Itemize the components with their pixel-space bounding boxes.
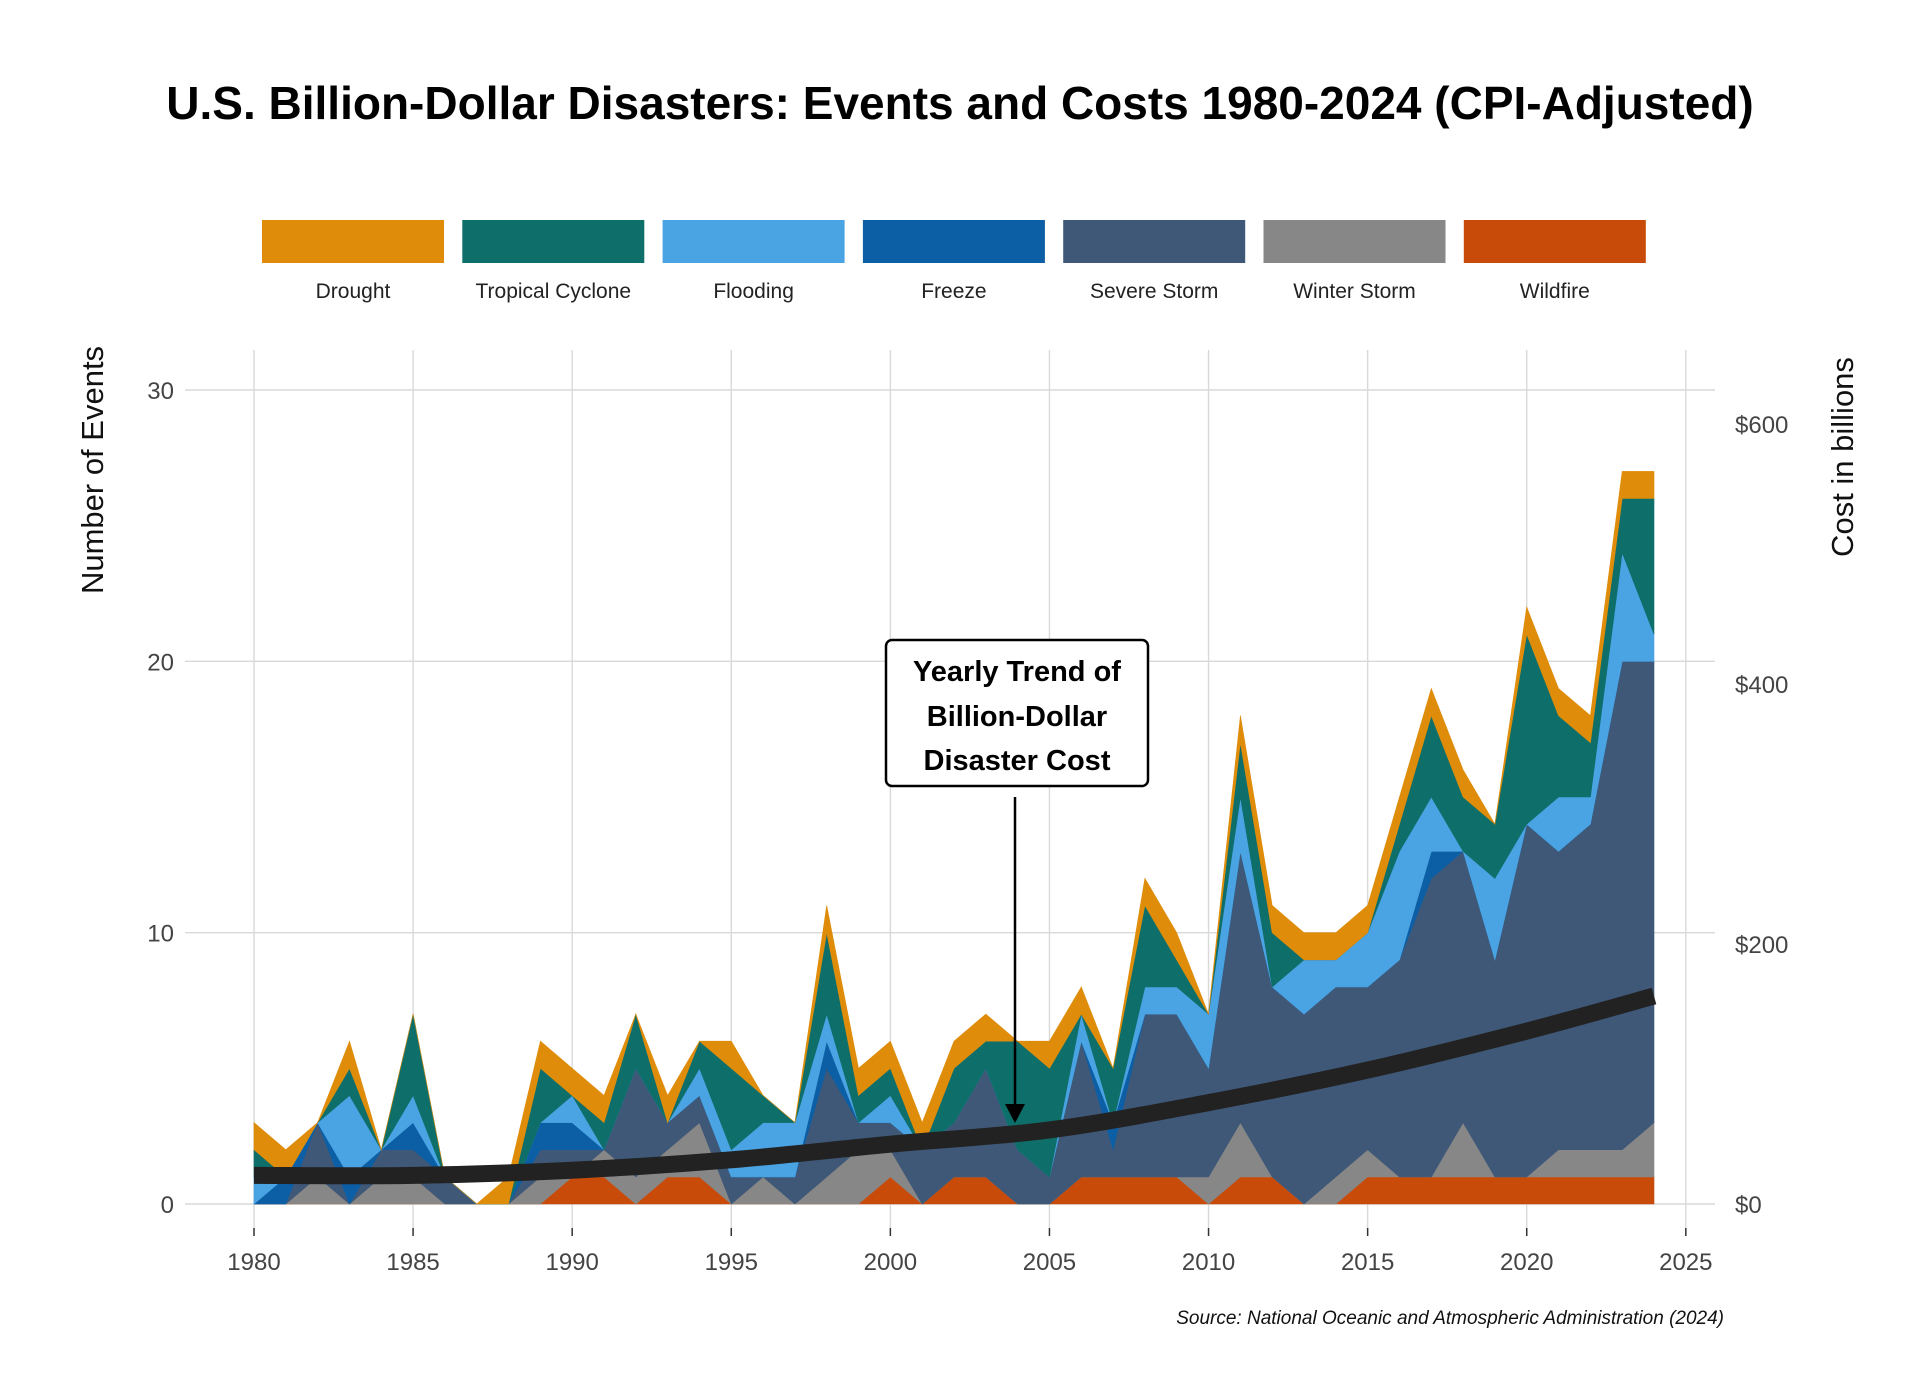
legend-swatch-flooding xyxy=(662,220,845,263)
y-tick-label: 20 xyxy=(147,649,174,676)
chart-title: U.S. Billion-Dollar Disasters: Events an… xyxy=(166,77,1753,129)
source-note: Source: National Oceanic and Atmospheric… xyxy=(1176,1308,1724,1329)
annotation-arrowhead xyxy=(1005,1104,1025,1123)
x-tick-label: 1985 xyxy=(386,1249,439,1276)
y-right-tick-label: $400 xyxy=(1735,672,1788,699)
legend-label: Drought xyxy=(316,280,391,303)
legend-label: Wildfire xyxy=(1520,280,1590,303)
x-tick-label: 2000 xyxy=(864,1249,917,1276)
annotation-line-1: Yearly Trend of xyxy=(913,656,1121,688)
trend-annotation: Yearly Trend of Billion-Dollar Disaster … xyxy=(884,638,1150,1123)
x-tick-label: 2020 xyxy=(1500,1249,1553,1276)
trend-line xyxy=(253,987,1657,1185)
stacked-areas xyxy=(253,471,1655,1205)
legend-swatch-wildfire xyxy=(1463,220,1646,263)
y-tick-label: 30 xyxy=(147,378,174,405)
trend-line-group xyxy=(253,987,1657,1185)
legend-label: Freeze xyxy=(921,280,986,303)
y-right-tick-label: $600 xyxy=(1735,412,1788,439)
y-axis-left: 0 10 20 30 xyxy=(147,378,174,1219)
legend-swatch-drought xyxy=(262,220,444,263)
annotation-box xyxy=(884,638,1150,788)
legend-swatch-severe-storm xyxy=(1063,220,1246,263)
legend-label: Tropical Cyclone xyxy=(475,280,631,303)
x-tick-label: 2025 xyxy=(1659,1249,1712,1276)
x-tick-label: 1995 xyxy=(705,1249,758,1276)
x-tick-label: 2005 xyxy=(1023,1249,1076,1276)
annotation-line-2: Billion-Dollar xyxy=(927,701,1107,733)
y-axis-right: $0 $200 $400 $600 xyxy=(1735,412,1788,1219)
legend-label: Severe Storm xyxy=(1090,280,1218,303)
legend-swatch-freeze xyxy=(862,220,1045,263)
area-drought xyxy=(253,471,1655,1205)
legend-label: Flooding xyxy=(713,280,794,303)
x-axis: 1980 1985 1990 1995 2000 2005 2010 2015 2020 2025 xyxy=(227,1228,1713,1276)
x-tick-label: 2010 xyxy=(1182,1249,1235,1276)
x-tick-label: 2015 xyxy=(1341,1249,1394,1276)
y-right-tick-label: $200 xyxy=(1735,932,1788,959)
legend: Drought Tropical Cyclone Flooding Freeze Sev… xyxy=(262,220,1646,303)
legend-swatch-tropical-cyclone xyxy=(462,220,645,263)
legend-label: Winter Storm xyxy=(1293,280,1416,303)
y-axis-title-right: Cost in billions xyxy=(1825,357,1860,557)
legend-swatch-winter-storm xyxy=(1263,220,1446,263)
annotation-line-3: Disaster Cost xyxy=(924,745,1111,777)
y-right-tick-label: $0 xyxy=(1735,1192,1762,1219)
y-tick-label: 0 xyxy=(161,1192,174,1219)
y-tick-label: 10 xyxy=(147,921,174,948)
x-tick-label: 1980 xyxy=(227,1249,280,1276)
y-axis-title-left: Number of Events xyxy=(75,346,110,594)
x-tick-label: 1990 xyxy=(545,1249,598,1276)
